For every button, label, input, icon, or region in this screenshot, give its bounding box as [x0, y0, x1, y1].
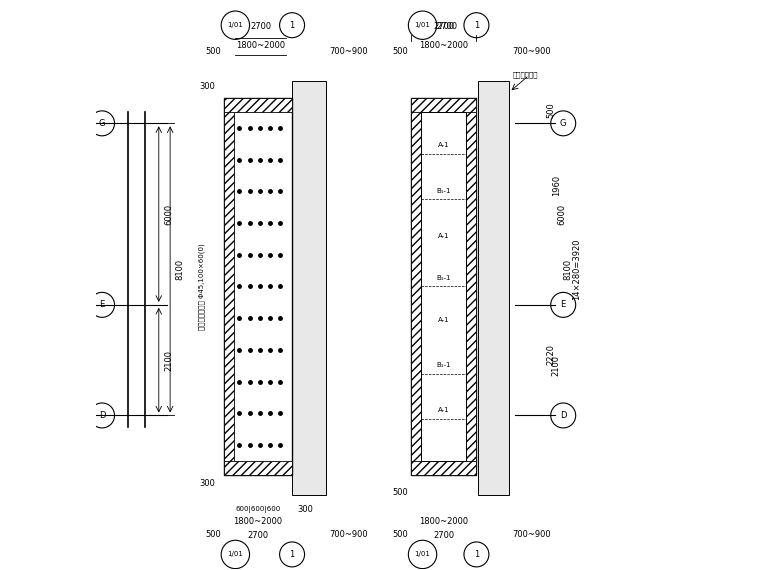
Text: 6000: 6000 — [558, 203, 566, 225]
Text: 8100: 8100 — [563, 259, 572, 280]
Text: E: E — [100, 300, 105, 310]
Text: 2700: 2700 — [248, 531, 268, 540]
Text: B₁-1: B₁-1 — [436, 362, 451, 368]
Text: 300: 300 — [199, 82, 215, 91]
Text: 1: 1 — [290, 550, 295, 559]
Text: G: G — [560, 119, 566, 128]
Text: 2100: 2100 — [552, 355, 561, 376]
Text: E: E — [561, 300, 566, 310]
Text: 注意事项说明: 注意事项说明 — [512, 72, 537, 79]
Bar — [478, 81, 509, 495]
Text: 1960: 1960 — [552, 175, 561, 196]
Text: 1/01: 1/01 — [227, 551, 243, 557]
Text: 2700: 2700 — [436, 22, 458, 31]
Text: A-1: A-1 — [438, 142, 450, 148]
Text: 700~900: 700~900 — [329, 530, 368, 539]
Text: A-1: A-1 — [438, 316, 450, 323]
Text: 14×280=3920: 14×280=3920 — [572, 239, 581, 300]
Text: 1: 1 — [473, 550, 479, 559]
Text: 500: 500 — [393, 530, 408, 539]
Text: B₁-1: B₁-1 — [436, 188, 451, 194]
Text: 600|600|600: 600|600|600 — [236, 506, 280, 512]
Text: 2220: 2220 — [546, 344, 556, 365]
Text: 700~900: 700~900 — [329, 47, 368, 56]
Text: 1800~2000: 1800~2000 — [420, 517, 468, 526]
Text: B₁-1: B₁-1 — [436, 275, 451, 281]
Bar — [224, 98, 292, 475]
Text: 6000: 6000 — [164, 203, 173, 225]
Bar — [224, 98, 292, 112]
Text: G: G — [99, 119, 106, 128]
Text: 500: 500 — [205, 47, 221, 56]
Text: 1/01: 1/01 — [415, 551, 430, 557]
Text: 1/01: 1/01 — [227, 22, 243, 28]
Text: 500: 500 — [393, 487, 408, 496]
Text: D: D — [99, 411, 106, 420]
Text: 2700: 2700 — [250, 22, 271, 31]
Bar — [421, 112, 466, 461]
Text: 1800~2000: 1800~2000 — [236, 40, 286, 50]
Bar — [224, 461, 292, 475]
Text: 300: 300 — [298, 504, 314, 514]
Text: 1: 1 — [290, 21, 295, 30]
Text: 500: 500 — [205, 530, 221, 539]
Text: A-1: A-1 — [438, 408, 450, 413]
Text: 700~900: 700~900 — [512, 47, 551, 56]
Text: 2700: 2700 — [433, 531, 454, 540]
Text: 1800~2000: 1800~2000 — [420, 40, 468, 50]
Bar — [411, 98, 421, 475]
Text: 1800~2000: 1800~2000 — [233, 517, 283, 526]
Text: 1/01: 1/01 — [415, 22, 430, 28]
Bar — [411, 461, 477, 475]
Text: 2100: 2100 — [164, 349, 173, 370]
Text: 8100: 8100 — [176, 259, 185, 280]
Text: 1: 1 — [473, 21, 479, 30]
Text: 打胶膨胀混土柱 Φ45,100×60(0): 打胶膨胀混土柱 Φ45,100×60(0) — [198, 243, 204, 330]
Bar — [292, 81, 326, 495]
Bar — [224, 98, 234, 475]
Text: 500: 500 — [546, 103, 556, 119]
Text: 2700: 2700 — [433, 22, 454, 31]
Bar — [411, 98, 477, 112]
Text: 700~900: 700~900 — [512, 530, 551, 539]
Text: 300: 300 — [199, 479, 215, 488]
Text: A-1: A-1 — [438, 233, 450, 239]
Text: D: D — [560, 411, 566, 420]
Text: 500: 500 — [393, 47, 408, 56]
Bar — [411, 98, 477, 475]
Bar — [466, 98, 477, 475]
